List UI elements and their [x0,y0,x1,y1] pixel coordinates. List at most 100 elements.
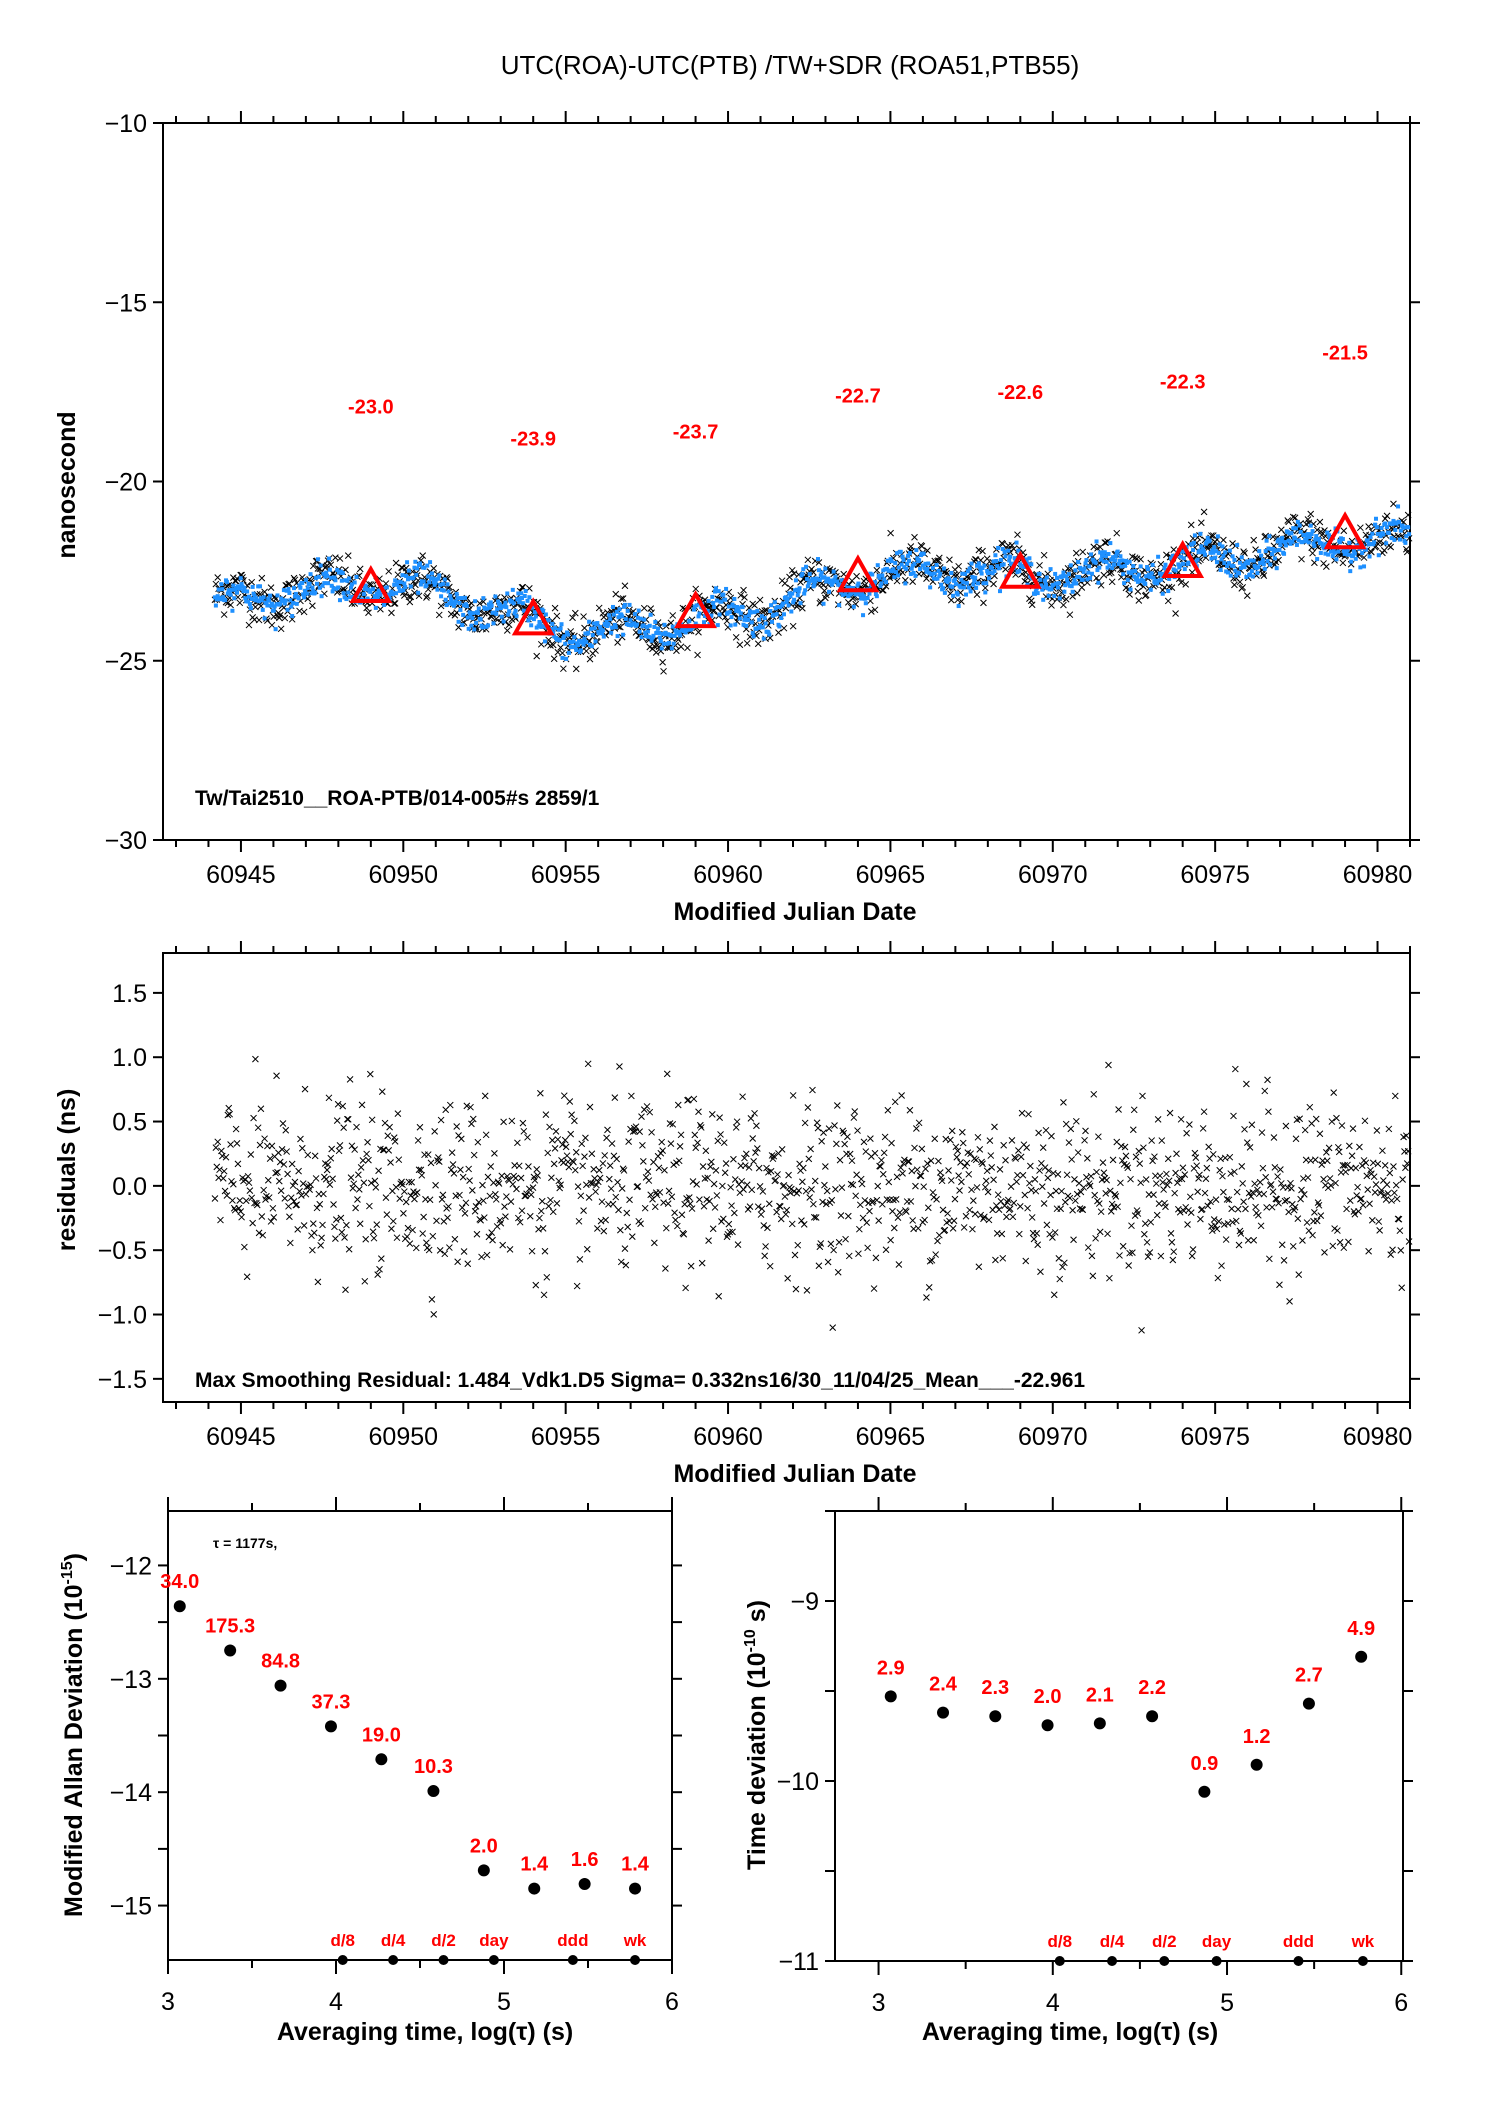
residual-point [585,1194,593,1201]
smoothed-point [1248,572,1253,577]
residual-point [247,1151,255,1158]
smoothed-point [849,591,854,596]
residual-point [346,1075,354,1083]
smoothed-point [1291,526,1296,531]
smoothed-point [1278,543,1283,548]
residual-point [783,1206,791,1214]
raw-point [621,582,629,590]
smoothed-point [791,600,796,605]
raw-point [879,586,887,594]
residual-point [757,1211,765,1218]
residual-point [322,1175,330,1183]
smoothed-point [1084,558,1089,563]
residual-point [289,1182,297,1189]
smoothed-point [504,605,509,610]
raw-point [1040,551,1048,559]
residual-point [420,1213,427,1221]
residual-point [1225,1196,1233,1204]
residual-point [364,1138,371,1146]
residual-point [1361,1117,1369,1125]
smoothed-point [506,612,511,617]
residual-point [997,1197,1005,1205]
residual-point [487,1163,495,1170]
residual-point [484,1173,492,1181]
residual-point [1316,1130,1324,1138]
smoothed-point [616,615,621,620]
smoothed-point [478,617,483,622]
smoothed-point [1078,567,1083,572]
mean-triangle [1323,511,1367,550]
smoothed-point [1094,539,1099,544]
smoothed-point [1197,548,1202,553]
smoothed-point [960,571,965,576]
smoothed-point [1393,527,1398,532]
smoothed-point [802,591,807,596]
smoothed-point [573,644,578,649]
smoothed-point [759,614,764,619]
smoothed-point [469,623,474,628]
smoothed-point [576,643,581,648]
residual-point [956,1187,963,1194]
residual-point [434,1154,442,1161]
residual-point [729,1228,736,1236]
residual-point [699,1163,707,1170]
residual-point [638,1113,645,1120]
residual-point [252,1055,259,1063]
smoothed-point [325,573,330,578]
residual-point [589,1180,597,1187]
smoothed-point [938,571,943,576]
chart-title: UTC(ROA)-UTC(PTB) /TW+SDR (ROA51,PTB55) [501,50,1080,80]
raw-point [935,554,943,562]
smoothed-point [798,601,803,606]
deviation-point [375,1753,388,1766]
smoothed-point [570,645,575,650]
smoothed-point [505,591,510,596]
smoothed-point [1128,587,1133,592]
smoothed-point [1129,571,1134,576]
smoothed-point [1055,585,1060,590]
smoothed-point [796,589,801,594]
smoothed-point [835,579,840,584]
smoothed-point [617,607,622,612]
smoothed-point [684,628,689,633]
smoothed-point [332,575,337,580]
raw-point [1137,555,1145,563]
residual-point [892,1196,900,1203]
point-label: 2.0 [470,1835,498,1857]
raw-point [1164,597,1172,605]
residual-point [828,1196,836,1204]
residual-point [214,1138,222,1146]
raw-point [732,633,740,641]
smoothed-point [990,571,995,576]
smoothed-point [1155,581,1160,586]
smoothed-point [1163,562,1168,567]
raw-point [365,609,372,617]
smoothed-point [734,608,739,613]
y-tick-label: −1.5 [98,1366,147,1394]
smoothed-point [220,587,225,592]
residual-point [395,1156,403,1164]
raw-point [447,610,455,618]
smoothed-point [437,573,442,578]
smoothed-point [1349,559,1354,564]
smoothed-point [1056,581,1061,586]
residual-point [760,1222,768,1229]
residual-point [781,1193,789,1200]
residual-point [637,1220,644,1228]
residual-point [331,1223,338,1231]
residual-point [298,1144,306,1152]
smoothed-point [239,582,244,587]
smoothed-point [1016,548,1021,553]
residual-point [795,1187,803,1194]
deviation-point [1302,1697,1315,1710]
residual-point [1048,1132,1055,1140]
residual-point [894,1214,902,1222]
raw-point [1072,549,1080,557]
smoothed-point [363,583,368,588]
smoothed-point [626,622,631,627]
residual-point [861,1197,869,1204]
smoothed-point [417,561,422,566]
smoothed-point [1213,555,1218,560]
raw-point [252,603,259,611]
allan-deviation-panel: 3 4 5 6−12−13−14−15 34.0175.384.837.319.010… [59,1497,682,2046]
